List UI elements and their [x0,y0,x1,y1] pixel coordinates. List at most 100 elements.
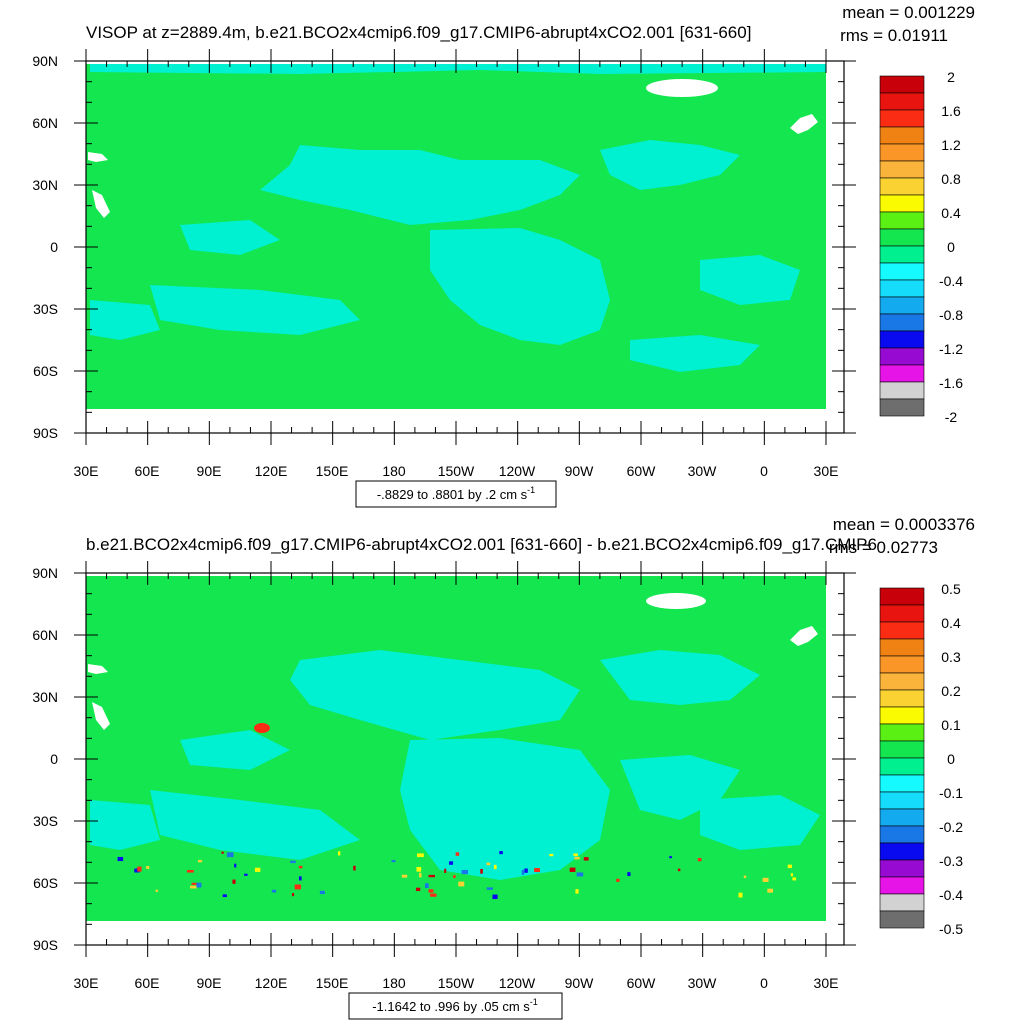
colorbar-swatch [879,177,925,196]
colorbar-labels: 2 1.6 1.2 0.8 0.4 0 -0.4 -0.8 -1.2 -1.6 … [939,69,963,425]
colorbar-swatch [879,587,925,606]
colorbar-label: 0.8 [941,171,961,187]
colorbar-swatch [879,398,925,417]
colorbar-swatch [879,109,925,128]
colorbar-label: 0.1 [941,717,961,733]
rms-stat: rms = 0.01911 [840,26,948,45]
lat-label: 30S [33,813,58,829]
lon-label: 150E [316,463,349,479]
anomaly-speckle [480,868,483,874]
lon-label: 60E [135,975,160,991]
anomaly-speckle [669,856,673,859]
lat-label: 90N [32,53,58,69]
anomaly-speckle [298,865,303,869]
colorbar-label: -2 [945,409,958,425]
lon-label: 60W [627,975,657,991]
colorbar-label: 0.3 [941,649,961,665]
colorbar-label: -0.4 [939,273,963,289]
lon-label: 90W [565,463,595,479]
colorbar-swatch [879,347,925,366]
anomaly-speckle [146,866,150,869]
colorbar-swatch [879,638,925,657]
rms-stat: rms = 0.02773 [829,538,938,557]
anomaly-speckle [449,861,454,865]
anomaly-speckle [792,877,797,881]
colorbar-labels: 0.5 0.4 0.3 0.2 0.1 0 -0.1 -0.2 -0.3 -0.… [939,581,963,937]
colorbar-swatch [879,75,925,94]
anomaly-speckle [428,889,434,893]
panel-title: b.e21.BCO2x4cmip6.f09_g17.CMIP6-abrupt4x… [86,535,877,554]
lat-label: 30S [33,301,58,317]
colorbar-swatch [879,689,925,708]
missing-patch-west [88,664,108,674]
colorbar [879,75,925,417]
lon-label: 30E [74,463,99,479]
anomaly-speckle [444,868,447,873]
colorbar-swatch [879,876,925,895]
lon-axis-labels: 30E 60E 90E 120E 150E 180 150W 120W 90W … [74,975,839,991]
anomaly-speckle [767,888,774,893]
colorbar-swatch [879,757,925,776]
colorbar [879,587,925,929]
lat-label: 90S [33,937,58,953]
anomaly-hotspot [254,723,270,733]
anomaly-speckle [499,851,503,855]
colorbar-swatch [879,672,925,691]
missing-data-areas [88,593,818,730]
panel-bottom: b.e21.BCO2x4cmip6.f09_g17.CMIP6-abrupt4x… [32,515,975,1020]
range-label-text: -.8829 to .8801 by .2 cm s-1 [377,485,535,502]
colorbar-swatch [879,791,925,810]
anomaly-speckle [627,872,631,877]
anomaly-speckle [419,872,422,878]
lon-ticks [85,49,827,445]
colorbar-swatch [879,808,925,827]
colorbar-swatch [879,740,925,759]
lon-label: 30E [814,463,839,479]
colorbar-swatch [879,296,925,315]
colorbar-label: 0.4 [941,205,961,221]
colorbar-swatch [879,893,925,912]
colorbar-swatch [879,262,925,281]
colorbar-swatch [879,774,925,793]
lon-label: 30W [688,463,718,479]
anomaly-speckle [294,884,301,890]
lat-label: 60S [33,363,58,379]
anomaly-speckle [428,874,435,878]
anomaly-speckle [524,868,528,873]
anomaly-speckle [790,873,794,877]
colorbar-label: -0.2 [939,819,963,835]
colorbar-swatch [879,655,925,674]
anomaly-speckle [117,856,124,862]
lat-label: 0 [50,239,58,255]
lon-axis-labels: 30E 60E 90E 120E 150E 180 150W 120W 90W … [74,463,839,479]
anomaly-speckle [415,887,421,892]
colorbar-label: 0.2 [941,683,961,699]
anomaly-speckles [117,723,797,900]
lat-ticks [74,572,856,946]
lon-label: 180 [382,463,406,479]
colorbar-label: -0.5 [939,921,963,937]
lon-label: 0 [760,463,768,479]
lon-label: 60W [627,463,657,479]
anomaly-speckle [787,864,792,869]
anomaly-speckle [222,894,227,898]
anomaly-speckle [697,858,702,862]
lat-label: 0 [50,751,58,767]
colorbar-swatch [879,825,925,844]
lon-label: 30W [688,975,718,991]
colorbar-swatch [879,194,925,213]
colorbar-label: -0.4 [939,887,963,903]
lat-label: 60N [32,115,58,131]
lat-label: 90S [33,425,58,441]
map-field [74,49,856,445]
range-label-box [348,992,563,1020]
colorbar-label: 0 [947,239,955,255]
colorbar-swatch [879,330,925,349]
anomaly-speckle [401,874,408,878]
colorbar-swatch [879,859,925,878]
anomaly-speckle [319,890,325,895]
anomaly-speckle [486,887,493,890]
lon-label: 90E [197,463,222,479]
anomaly-speckle [521,869,525,875]
lat-axis-labels: 90N 60N 30N 0 30S 60S 90S [32,565,58,953]
